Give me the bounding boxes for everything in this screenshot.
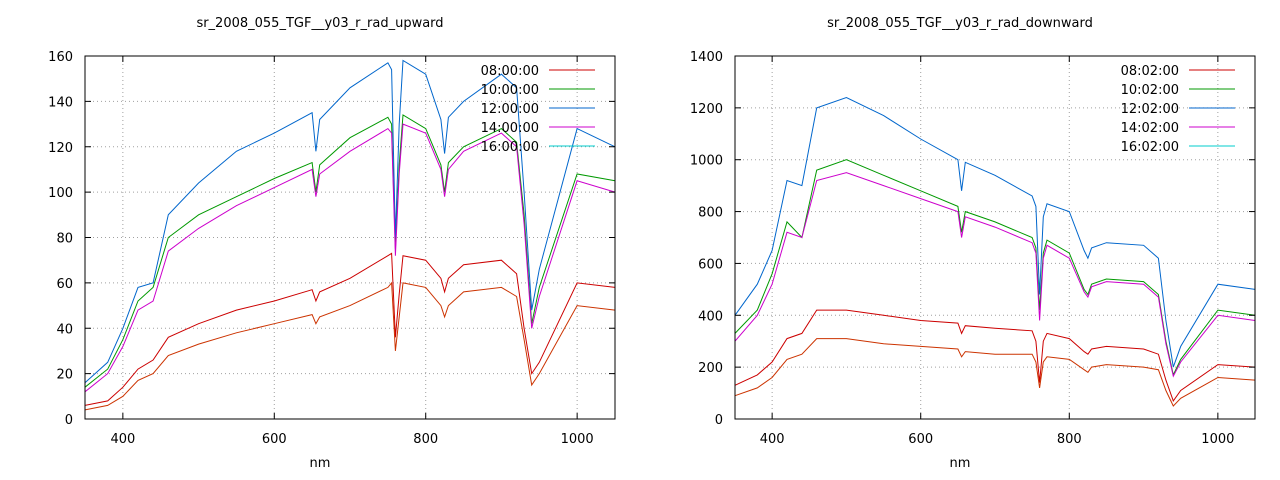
- y-tick-label: 0: [65, 413, 73, 428]
- x-tick-label: 1000: [561, 432, 594, 447]
- y-tick-label: 60: [56, 277, 73, 292]
- series-line-0: [734, 309, 1256, 402]
- y-tick-label: 1400: [690, 50, 723, 65]
- legend-label: 12:00:00: [481, 102, 539, 117]
- series-line-2: [734, 96, 1256, 368]
- series-line-5: [84, 281, 616, 411]
- legend-label: 14:00:00: [481, 121, 539, 136]
- x-tick-label: 600: [908, 432, 933, 447]
- chart-title: sr_2008_055_TGF__y03_r_rad_downward: [827, 16, 1093, 31]
- legend-label: 16:00:00: [481, 140, 539, 155]
- series-line-3: [84, 123, 616, 393]
- series-line-1: [84, 114, 616, 388]
- y-tick-label: 0: [715, 413, 723, 428]
- chart-plot-downward: 400 600 800 1000 0 200 400 600 800 1000 1200 1400 08…: [690, 50, 1256, 447]
- legend-label: 08:00:00: [481, 64, 539, 79]
- chart-plot-upward: 400 600 800 1000 0 20 40 60 80 100 120 140 160 08:00:…: [48, 50, 616, 447]
- y-tick-label: 100: [48, 186, 73, 201]
- y-tick-label: 160: [48, 50, 73, 65]
- chart-panel-downward: sr_2008_055_TGF__y03_r_rad_downward 400 6…: [640, 0, 1280, 480]
- legend-label: 16:02:00: [1121, 140, 1179, 155]
- y-tick-label: 1000: [690, 154, 723, 169]
- series-line-2: [84, 59, 616, 384]
- x-axis-label: nm: [949, 456, 971, 471]
- y-tick-label: 120: [48, 141, 73, 156]
- x-tick-label: 800: [413, 432, 438, 447]
- y-tick-label: 140: [48, 95, 73, 110]
- series-line-3: [734, 172, 1256, 378]
- plot-frame: [734, 55, 1256, 420]
- x-tick-label: 600: [262, 432, 287, 447]
- x-tick-label: 1000: [1201, 432, 1234, 447]
- y-tick-label: 20: [56, 368, 73, 383]
- legend-label: 12:02:00: [1121, 102, 1179, 117]
- legend-label: 10:02:00: [1121, 83, 1179, 98]
- x-tick-label: 400: [760, 432, 785, 447]
- legend-label: 14:02:00: [1121, 121, 1179, 136]
- series-line-0: [84, 252, 616, 406]
- y-tick-label: 600: [698, 257, 723, 272]
- legend-label: 08:02:00: [1121, 64, 1179, 79]
- y-tick-label: 800: [698, 206, 723, 221]
- y-tick-label: 200: [698, 361, 723, 376]
- y-tick-label: 40: [56, 322, 73, 337]
- x-tick-label: 800: [1057, 432, 1082, 447]
- y-tick-label: 1200: [690, 102, 723, 117]
- series-line-5: [734, 338, 1256, 407]
- chart-title: sr_2008_055_TGF__y03_r_rad_upward: [196, 16, 444, 31]
- y-tick-label: 400: [698, 309, 723, 324]
- y-tick-label: 80: [56, 232, 73, 247]
- chart-panel-upward: sr_2008_055_TGF__y03_r_rad_upward 400 600…: [48, 16, 616, 471]
- legend-label: 10:00:00: [481, 83, 539, 98]
- x-tick-label: 400: [110, 432, 135, 447]
- x-axis-label: nm: [309, 456, 331, 471]
